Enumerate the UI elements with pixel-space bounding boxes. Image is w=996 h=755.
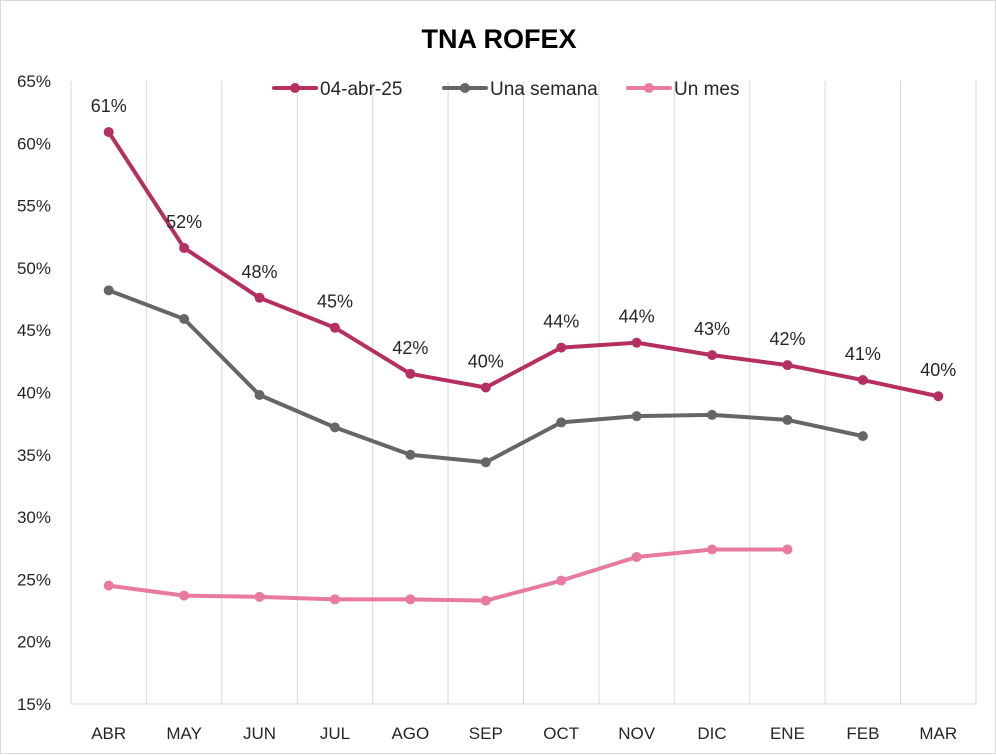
data-label: 42% <box>769 329 805 349</box>
data-point <box>631 551 642 562</box>
data-point <box>707 350 718 361</box>
legend-marker <box>460 83 470 93</box>
y-tick-label: 50% <box>17 259 51 278</box>
data-point <box>329 594 340 605</box>
data-point <box>405 368 416 379</box>
data-label: 44% <box>619 307 655 327</box>
data-point <box>405 449 416 460</box>
data-point <box>556 417 567 428</box>
data-label: 42% <box>392 338 428 358</box>
data-point <box>857 431 868 442</box>
legend-marker <box>644 83 654 93</box>
data-point <box>179 590 190 601</box>
y-tick-label: 45% <box>17 321 51 340</box>
legend-label: Un mes <box>674 79 739 100</box>
y-tick-label: 30% <box>17 508 51 527</box>
data-label: 41% <box>845 344 881 364</box>
data-label: 48% <box>242 262 278 282</box>
legend-item: Un mes <box>626 79 739 100</box>
data-point <box>631 411 642 422</box>
data-point <box>782 544 793 555</box>
x-tick-label: NOV <box>618 724 656 743</box>
data-point <box>631 337 642 348</box>
data-point <box>179 242 190 253</box>
data-label: 61% <box>91 96 127 116</box>
series-line <box>106 547 790 603</box>
data-point <box>254 389 265 400</box>
data-point <box>556 575 567 586</box>
x-tick-label: JUN <box>243 724 276 743</box>
y-tick-label: 20% <box>17 633 51 652</box>
legend-item: 04-abr-25 <box>272 79 402 100</box>
data-point <box>254 292 265 303</box>
data-point <box>556 342 567 353</box>
data-point <box>707 409 718 420</box>
data-point <box>933 391 944 402</box>
data-point <box>857 375 868 386</box>
y-axis-tick-labels: 15% 20% 25% 30% 35% 40% 45% 50% 55% 60% 65% <box>17 72 51 714</box>
x-tick-label: OCT <box>543 724 579 743</box>
x-axis-tick-labels: ABR MAY JUN JUL AGO SEP OCT NOV DIC ENE FEB MAR <box>91 724 957 743</box>
data-point <box>405 594 416 605</box>
x-tick-label: DIC <box>697 724 726 743</box>
data-label: 40% <box>920 360 956 380</box>
x-tick-label: MAR <box>919 724 957 743</box>
y-tick-label: 35% <box>17 446 51 465</box>
data-label: 45% <box>317 292 353 312</box>
x-tick-label: JUL <box>320 724 350 743</box>
data-point <box>179 313 190 324</box>
legend-label: Una semana <box>490 79 598 100</box>
data-point <box>480 595 491 606</box>
data-point <box>707 544 718 555</box>
data-label: 52% <box>166 212 202 232</box>
y-tick-label: 25% <box>17 570 51 589</box>
data-label: 43% <box>694 319 730 339</box>
x-tick-label: MAY <box>166 724 202 743</box>
series-line <box>106 130 941 399</box>
data-point <box>103 580 114 591</box>
x-tick-label: SEP <box>469 724 503 743</box>
data-point <box>103 127 114 138</box>
series-lines <box>103 127 944 606</box>
legend: 04-abr-25 Una semana Un mes <box>272 79 739 100</box>
y-tick-label: 65% <box>17 72 51 91</box>
y-tick-label: 40% <box>17 384 51 403</box>
data-label: 40% <box>468 352 504 372</box>
data-point <box>782 414 793 425</box>
data-point <box>480 382 491 393</box>
legend-item: Una semana <box>442 79 598 100</box>
legend-marker <box>290 83 300 93</box>
x-tick-label: AGO <box>391 724 429 743</box>
data-labels: 61% 52% 48% 45% 42% 40% 44% 44% 43% 42% 41% 40% <box>91 96 957 380</box>
chart-title: TNA ROFEX <box>422 24 577 54</box>
gridlines <box>70 81 977 705</box>
data-point <box>254 591 265 602</box>
y-tick-label: 60% <box>17 134 51 153</box>
x-tick-label: ENE <box>770 724 805 743</box>
data-point <box>329 422 340 433</box>
x-tick-label: FEB <box>846 724 879 743</box>
data-point <box>480 457 491 468</box>
legend-label: 04-abr-25 <box>320 79 402 100</box>
y-tick-label: 55% <box>17 197 51 216</box>
data-point <box>329 322 340 333</box>
x-tick-label: ABR <box>91 724 126 743</box>
data-point <box>103 285 114 296</box>
data-label: 44% <box>543 312 579 332</box>
y-tick-label: 15% <box>17 695 51 714</box>
data-point <box>782 360 793 371</box>
